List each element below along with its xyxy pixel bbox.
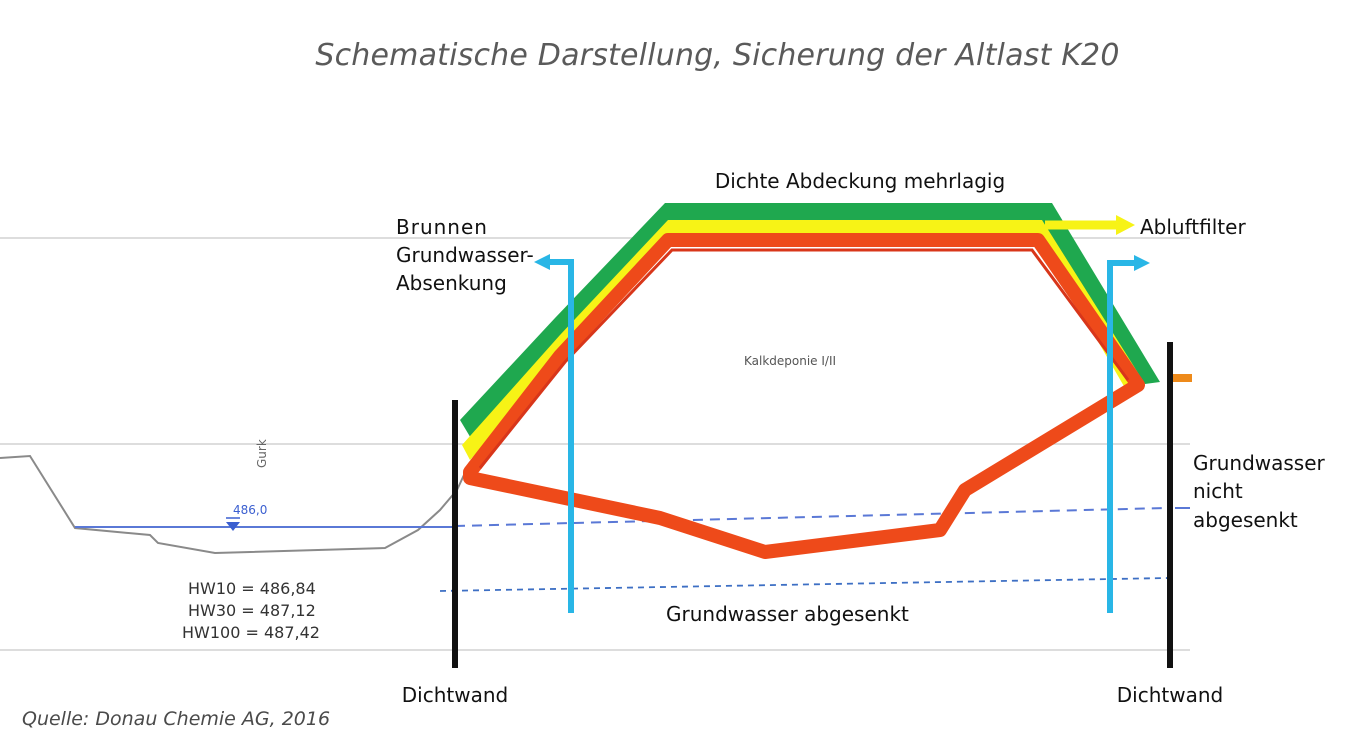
label-well-line3: Absenkung: [396, 271, 507, 295]
label-cover: Dichte Abdeckung mehrlagig: [715, 169, 1005, 193]
label-well-line2: Grundwasser-: [396, 243, 534, 267]
river-terrain-profile: [0, 454, 471, 555]
water-level-marker-icon: [226, 522, 240, 531]
well-right: [1107, 260, 1136, 613]
groundwater-lowered-line: [439, 577, 1169, 592]
groundwater-not-lowered-line: [454, 507, 1166, 527]
label-hw100: HW100 = 487,42: [182, 623, 320, 642]
label-wall-right: Dichtwand: [1117, 683, 1223, 707]
label-hw10: HW10 = 486,84: [188, 579, 316, 598]
label-groundwater-not-lowered-2: nicht: [1193, 479, 1243, 503]
label-wall-left: Dichtwand: [402, 683, 508, 707]
landfill-barrier-red: [463, 233, 1145, 559]
label-water-level: 486,0: [233, 503, 267, 517]
well-right-arrow-icon: [1134, 255, 1150, 271]
label-exhaust-filter: Abluftfilter: [1140, 215, 1246, 239]
page-title: Schematische Darstellung, Sicherung der …: [315, 38, 1120, 73]
exhaust-arrow-icon: [1116, 215, 1135, 235]
well-left-arrow-icon: [534, 254, 550, 270]
label-landfill: Kalkdeponie I/II: [744, 354, 836, 368]
well-left: [548, 259, 574, 613]
landfill-barrier-red-inner: [478, 248, 1130, 469]
source-caption: Quelle: Donau Chemie AG, 2016: [22, 708, 331, 730]
label-groundwater-not-lowered-1: Grundwasser: [1193, 451, 1326, 475]
label-groundwater-not-lowered-3: abgesenkt: [1193, 508, 1298, 532]
label-groundwater-lowered: Grundwasser abgesenkt: [666, 602, 909, 626]
label-well-line1: Brunnen: [396, 215, 488, 239]
label-river: Gurk: [255, 439, 269, 468]
outlet-stub: [1170, 374, 1192, 382]
label-hw30: HW30 = 487,12: [188, 601, 316, 620]
